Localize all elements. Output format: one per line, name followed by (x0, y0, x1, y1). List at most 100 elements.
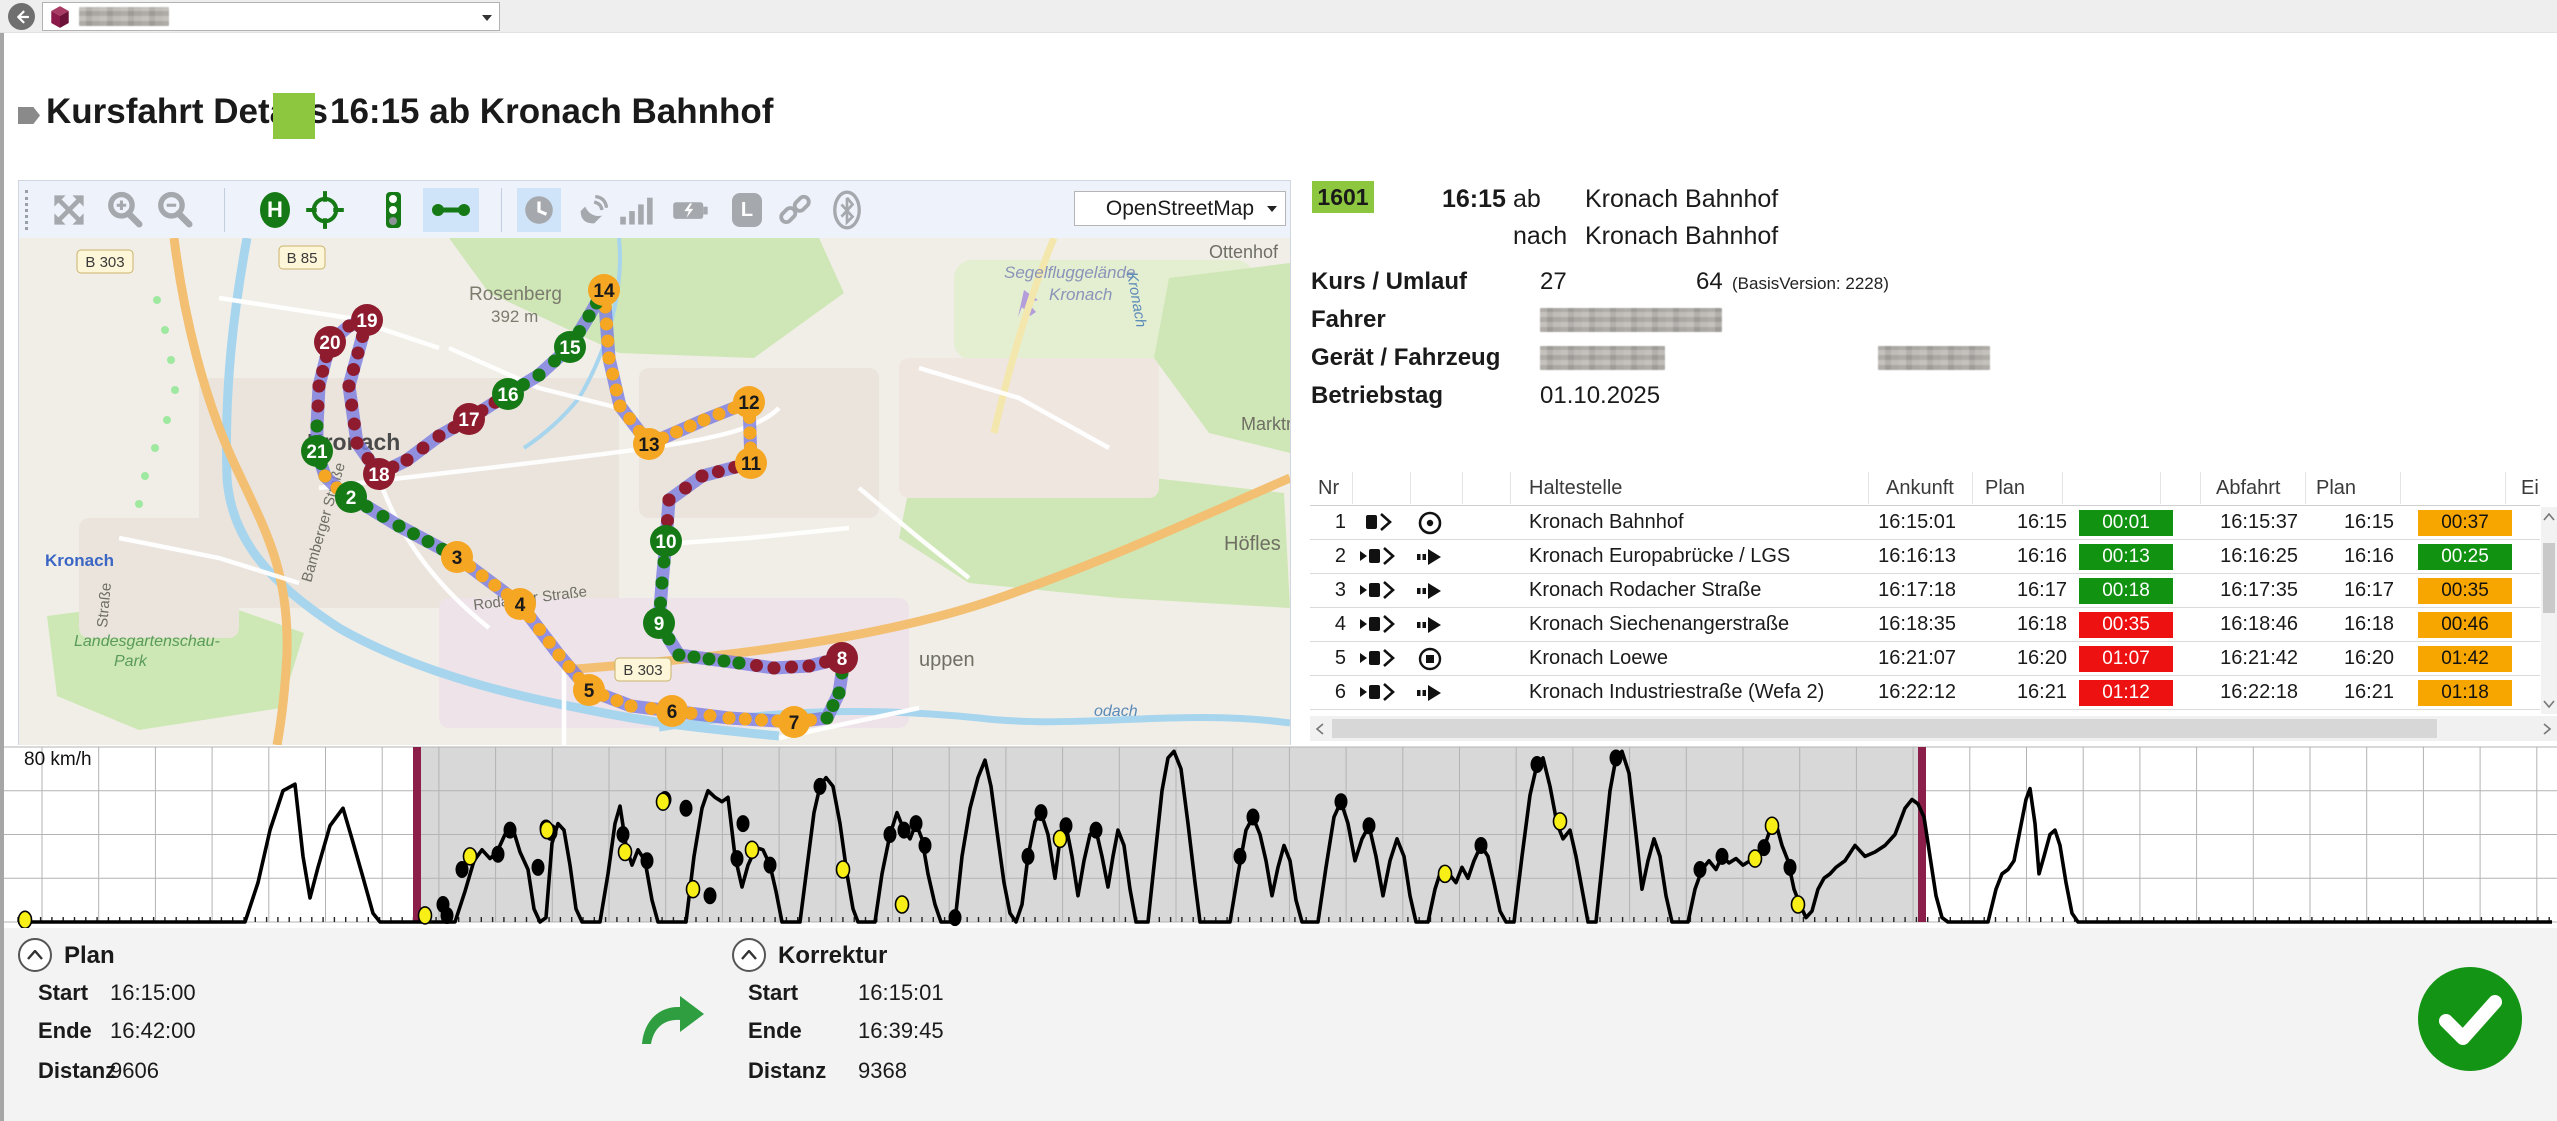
trip-end-bar (1918, 747, 1926, 922)
zoom-out-button[interactable] (153, 188, 197, 232)
stop-marker-20[interactable]: 20 (314, 326, 346, 358)
betriebstag-label: Betriebstag (1311, 382, 1444, 409)
table-row[interactable]: 4 Kronach Siechenangerstraße 16:18:35 16:18… (1310, 608, 2540, 642)
trip-selector-combobox[interactable] (42, 2, 500, 31)
cell-delay-ankunft: 00:13 (2079, 544, 2173, 570)
gps-event-dot (1233, 847, 1247, 865)
stop-marker-5[interactable]: 5 (573, 674, 605, 706)
stop-marker-9[interactable]: 9 (643, 607, 675, 639)
stop-marker-18[interactable]: 18 (363, 458, 395, 490)
korrektur-collapse-button[interactable] (732, 938, 766, 972)
redacted-fahrzeug (1878, 346, 1990, 370)
table-row[interactable]: 3 Kronach Rodacher Straße 16:17:18 16:17 00:… (1310, 574, 2540, 608)
stop-marker-6[interactable]: 6 (656, 695, 688, 727)
stop-marker-number: 17 (458, 410, 479, 431)
cell-stop-icon (1415, 544, 1445, 576)
center-position-button[interactable] (303, 188, 347, 232)
stops-toggle-button[interactable]: H (253, 188, 297, 232)
route-dot (532, 368, 546, 382)
b303-shield-label2: B 303 (623, 662, 662, 679)
route-segments-toggle[interactable] (423, 188, 479, 232)
battery-toggle[interactable] (669, 188, 713, 232)
line-badge: 1601 (1312, 181, 1374, 213)
stop-marker-16[interactable]: 16 (492, 378, 524, 410)
cell-plan-abfahrt: 16:16 (2343, 545, 2394, 567)
scroll-left-arrow[interactable] (1312, 716, 1328, 741)
gps-event-dot (909, 815, 923, 833)
stop-marker-21[interactable]: 21 (301, 435, 333, 467)
stop-marker-12[interactable]: 12 (733, 386, 765, 418)
stop-marker-7[interactable]: 7 (778, 706, 810, 738)
stop-marker-11[interactable]: 11 (735, 447, 767, 479)
toolbar-grip[interactable] (25, 190, 28, 230)
gps-toggle[interactable] (571, 188, 615, 232)
trail-dots (135, 296, 179, 508)
zoom-in-button[interactable] (103, 188, 147, 232)
route-dot (683, 419, 697, 433)
stop-marker-19[interactable]: 19 (351, 304, 383, 336)
confirm-status-button[interactable] (2416, 965, 2524, 1073)
stop-marker-14[interactable]: 14 (588, 274, 620, 306)
map-canvas[interactable]: B 85 B 303 B 303 Rosenberg 392 m Kronach… (19, 238, 1290, 745)
stop-event-dot (539, 820, 555, 840)
plan-collapse-button[interactable] (18, 938, 52, 972)
map-layer-select[interactable]: OpenStreetMap (1074, 191, 1286, 226)
route-dot (613, 399, 627, 413)
table-horizontal-scrollbar[interactable] (1310, 716, 2557, 741)
stop-marker-4[interactable]: 4 (504, 588, 536, 620)
stop-marker-17[interactable]: 17 (453, 403, 485, 435)
cell-stop-icon (1415, 578, 1445, 610)
cell-plan-ankunft: 16:21 (2016, 681, 2067, 703)
trip-to: Kronach Bahnhof (1585, 222, 1779, 250)
stop-marker-13[interactable]: 13 (633, 428, 665, 460)
route-dot (672, 648, 686, 662)
cell-abfahrt: 16:17:35 (2220, 579, 2298, 601)
fit-extent-button[interactable] (47, 188, 91, 232)
cell-ankunft: 16:18:35 (1878, 613, 1956, 635)
plan-ende-value: 16:42:00 (110, 1018, 196, 1043)
signal-toggle[interactable] (615, 188, 659, 232)
stop-marker-10[interactable]: 10 (650, 525, 682, 557)
toolbar-separator (224, 188, 225, 232)
scroll-up-arrow[interactable] (2541, 509, 2557, 525)
table-row[interactable]: 5 Kronach Loewe 16:21:07 16:20 01:07 16:21:42… (1310, 642, 2540, 676)
map-toolbar: H (19, 181, 1290, 238)
window-left-border (0, 33, 4, 1121)
stop-marker-8[interactable]: 8 (826, 642, 858, 674)
back-button[interactable] (8, 3, 35, 30)
vehicle-state-icon (1360, 683, 1395, 701)
traffic-light-toggle[interactable] (371, 188, 415, 232)
table-row[interactable]: 2 Kronach Europabrücke / LGS 16:16:13 16:16… (1310, 540, 2540, 574)
table-row[interactable]: 6 Kronach Industriestraße (Wefa 2) 16:22:1… (1310, 676, 2540, 710)
stop-markers-layer: 2 3 4 5 6 7 8 9 10 11 12 13 14 15 16 17 18 19 20 21 (301, 274, 858, 738)
stop-marker-15[interactable]: 15 (554, 331, 586, 363)
stop-marker-3[interactable]: 3 (441, 541, 473, 573)
stop-marker-number: 7 (789, 713, 800, 734)
location-toggle[interactable]: L (725, 188, 769, 232)
redacted-geraet (1540, 346, 1665, 370)
table-row[interactable]: 1 Kronach Bahnhof 16:15:01 16:15 00:01 16:15:… (1310, 506, 2540, 540)
scroll-down-arrow[interactable] (2541, 696, 2557, 712)
kurs-umlauf-label: Kurs / Umlauf (1311, 268, 1468, 295)
link-toggle[interactable] (773, 188, 817, 232)
scroll-right-arrow[interactable] (2539, 716, 2555, 741)
stop-event-dot (1790, 895, 1806, 914)
vertical-scroll-thumb[interactable] (2543, 543, 2555, 613)
traffic-light-icon (385, 192, 401, 228)
vehicle-state-icon (1360, 615, 1395, 633)
stop-marker-2[interactable]: 2 (335, 481, 367, 513)
korrektur-title: Korrektur (778, 942, 888, 969)
bluetooth-toggle[interactable] (825, 188, 869, 232)
stop-marker-number: 5 (584, 681, 595, 702)
stop-marker-number: 6 (667, 702, 678, 723)
label-hoefles: Höfles (1224, 533, 1281, 555)
route-dot (711, 465, 725, 479)
table-vertical-scrollbar[interactable] (2541, 507, 2557, 714)
horizontal-scroll-thumb[interactable] (1332, 719, 2437, 738)
route-dot (347, 363, 360, 376)
b303-shield-label: B 303 (85, 254, 124, 271)
cell-abfahrt: 16:21:42 (2220, 647, 2298, 669)
chain-link-icon (779, 194, 811, 225)
time-toggle[interactable] (517, 188, 561, 232)
